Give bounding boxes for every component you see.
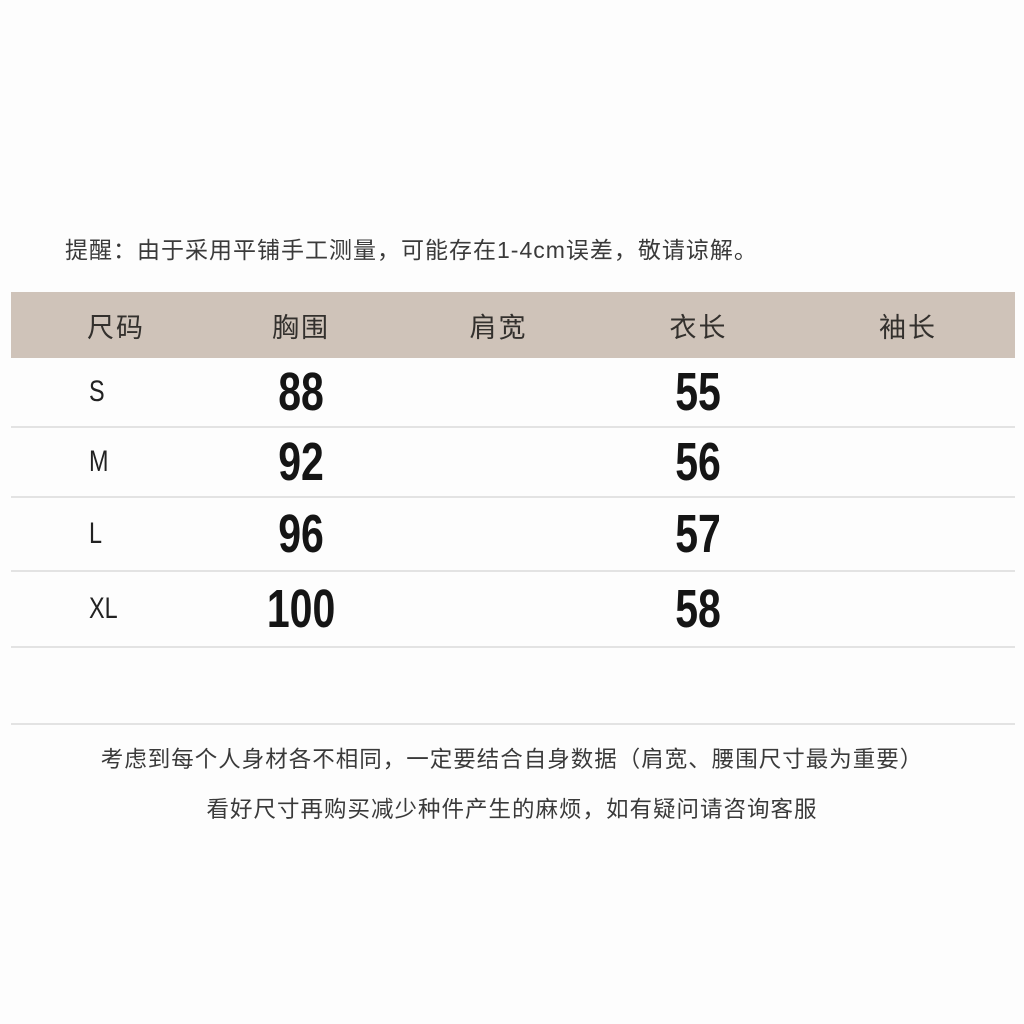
size-cell: L xyxy=(89,517,103,550)
chest-cell: 100 xyxy=(266,579,336,639)
shoulder-cell xyxy=(401,578,596,640)
table-row-l: L 96 57 xyxy=(11,498,1015,572)
column-header-sleeve: 袖长 xyxy=(879,312,937,343)
column-header-size: 尺码 xyxy=(87,312,145,343)
table-row-xl: XL 100 58 xyxy=(11,572,1015,648)
table-row-s: S 88 55 xyxy=(11,358,1015,428)
length-cell: 55 xyxy=(675,362,722,422)
length-cell: 57 xyxy=(675,504,722,564)
column-header-chest: 胸围 xyxy=(272,312,330,343)
table-empty-row xyxy=(11,648,1015,725)
measurement-disclaimer: 提醒：由于采用平铺手工测量，可能存在1-4cm误差，敬请谅解。 xyxy=(65,237,758,263)
chest-cell: 92 xyxy=(278,432,324,492)
shoulder-cell xyxy=(401,431,596,493)
sleeve-cell xyxy=(801,503,1015,565)
length-cell: 58 xyxy=(675,579,722,639)
table-row-m: M 92 56 xyxy=(11,428,1015,498)
column-header-length: 衣长 xyxy=(669,312,728,343)
chest-cell: 96 xyxy=(278,504,324,564)
sleeve-cell xyxy=(801,431,1015,493)
length-cell: 56 xyxy=(675,432,722,492)
size-cell: S xyxy=(89,375,105,408)
purchase-advice-note: 看好尺寸再购买减少种件产生的麻烦，如有疑问请咨询客服 xyxy=(206,797,818,822)
fit-advice-note: 考虑到每个人身材各不相同，一定要结合自身数据（肩宽、腰围尺寸最为重要） xyxy=(100,747,924,772)
size-cell: XL xyxy=(89,592,118,625)
sleeve-cell xyxy=(801,578,1015,640)
column-header-shoulder: 肩宽 xyxy=(469,312,528,343)
shoulder-cell xyxy=(401,361,596,423)
size-cell: M xyxy=(89,445,109,478)
chest-cell: 88 xyxy=(278,362,324,422)
sleeve-cell xyxy=(801,361,1015,423)
shoulder-cell xyxy=(401,503,596,565)
size-table: 尺码 胸围 肩宽 衣长 袖长 S 88 55 M 92 56 L 96 57 xyxy=(11,292,1015,725)
table-header-row: 尺码 胸围 肩宽 衣长 袖长 xyxy=(11,292,1015,358)
